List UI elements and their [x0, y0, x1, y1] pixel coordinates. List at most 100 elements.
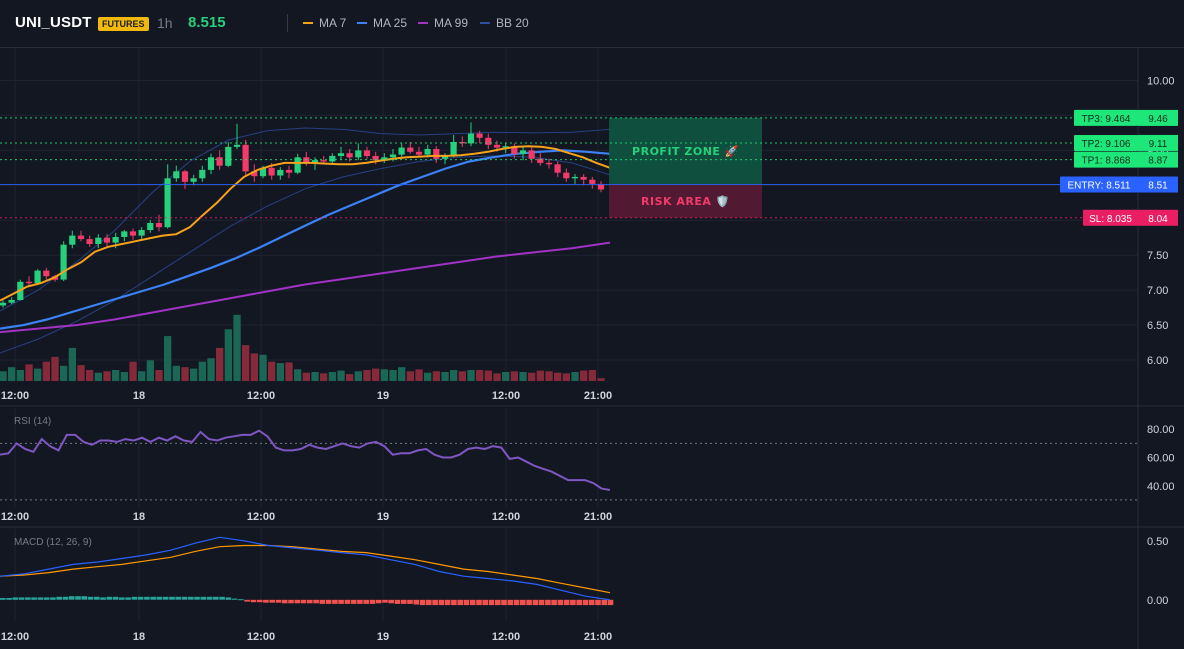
- volume-bar: [424, 372, 432, 381]
- level-tag-target: [1074, 109, 1138, 126]
- candle-body: [233, 144, 241, 147]
- macd-histogram-bar: [25, 597, 31, 600]
- macd-histogram-bar: [68, 596, 75, 600]
- trade-zones: PROFIT ZONE 🚀 RISK AREA 🛡️: [609, 117, 762, 218]
- volume-bar: [285, 362, 293, 381]
- macd-histogram-bar: [37, 597, 44, 600]
- interval-label[interactable]: 1h: [157, 15, 173, 31]
- macd-histogram-bar: [300, 599, 307, 604]
- candle-body: [199, 169, 206, 179]
- volume-bar: [562, 373, 570, 381]
- candle-body: [563, 172, 570, 179]
- volume-bar: [259, 354, 267, 381]
- volume-bar: [276, 363, 284, 381]
- macd-histogram-bar: [18, 597, 25, 600]
- volume-bar: [138, 371, 146, 381]
- volume-bar: [398, 367, 406, 381]
- macd-histogram-bar: [181, 596, 188, 600]
- macd-histogram-bar: [87, 596, 94, 600]
- candle-body: [112, 237, 119, 243]
- axis-level-tag-target: [1138, 134, 1178, 151]
- candle-body: [337, 153, 345, 156]
- candle-body: [207, 157, 215, 170]
- risk-area-label: RISK AREA 🛡️: [641, 195, 730, 208]
- ma25-swatch: [357, 22, 367, 24]
- legend-ma99[interactable]: MA 99: [418, 16, 468, 30]
- symbol-name[interactable]: UNI_USDT: [15, 14, 92, 31]
- volume-bar: [86, 370, 94, 381]
- legend-bb20[interactable]: BB 20: [480, 16, 529, 30]
- candle-body: [121, 231, 128, 237]
- time-tick-price-5: 21:00: [584, 390, 612, 402]
- level-tag-label-target: TP1: 8.868: [1082, 156, 1131, 167]
- axis-level-value-target: 9.11: [1149, 139, 1168, 150]
- axis-level-value-entry: 8.51: [1148, 181, 1168, 192]
- macd-histogram-bar: [588, 599, 595, 606]
- macd-histogram-bar: [457, 599, 463, 606]
- macd-histogram-bar: [100, 597, 106, 600]
- macd-histogram-bar: [607, 599, 614, 606]
- macd-histogram-bar: [81, 596, 87, 600]
- macd-histogram-bar: [476, 599, 482, 606]
- macd-histogram-bar: [313, 599, 319, 604]
- legend-ma25[interactable]: MA 25: [357, 16, 407, 30]
- macd-histogram-bar: [357, 599, 363, 604]
- level-tag-stop: [1083, 209, 1138, 226]
- legend-ma7[interactable]: MA 7: [303, 16, 346, 30]
- level-tag-entry: [1060, 176, 1138, 193]
- candle-body: [589, 179, 596, 184]
- axis-level-value-target: 8.87: [1148, 156, 1168, 167]
- macd-histogram-bar: [332, 599, 338, 604]
- axis-level-value-stop: 8.04: [1148, 214, 1168, 225]
- time-tick-rsi-3: 19: [377, 511, 389, 523]
- candle-body: [147, 223, 154, 230]
- candle-body: [476, 133, 483, 138]
- macd-histogram-bar: [275, 599, 282, 603]
- candle-body: [303, 157, 310, 163]
- candle-body: [173, 171, 180, 179]
- candle-body: [407, 147, 414, 152]
- macd-histogram-bar: [582, 599, 589, 606]
- macd-histogram-bar: [175, 596, 181, 600]
- price-tick-label: 6.50: [1147, 320, 1168, 332]
- candle-body: [216, 157, 223, 166]
- axis-level-value-target: 9.46: [1148, 114, 1168, 125]
- macd-histogram-bar: [75, 596, 81, 600]
- legend-ma99-label: MA 99: [434, 16, 469, 30]
- bb20-swatch: [480, 22, 490, 24]
- chart-canvas[interactable]: 12:00 18 12:00 19 12:00 21:00 12:00 18 12:00 19 12…: [0, 48, 1184, 649]
- volume-bar: [68, 347, 76, 381]
- time-tick-rsi-0: 12:00: [1, 511, 29, 523]
- macd-histogram-bar: [382, 599, 388, 603]
- volume-bar: [372, 368, 380, 381]
- candle-body: [554, 164, 561, 173]
- macd-histogram-bar: [576, 599, 582, 606]
- macd-histogram-bar: [31, 597, 37, 600]
- macd-histogram-bar: [444, 599, 451, 606]
- macd-histogram-bar: [526, 599, 532, 606]
- time-tick-price-0: 12:00: [1, 390, 29, 402]
- volume-bar: [155, 370, 163, 381]
- volume-bar: [207, 358, 215, 381]
- candle-body: [77, 235, 85, 240]
- macd-histogram-bar: [388, 599, 394, 604]
- candle-body: [129, 231, 137, 236]
- macd-histogram-bar: [338, 599, 344, 604]
- time-tick-rsi-1: 18: [133, 511, 145, 523]
- macd-tick-label: 0.00: [1147, 595, 1168, 607]
- macd-histogram-bar: [463, 599, 470, 606]
- bollinger-upper-line: [0, 127, 611, 312]
- macd-histogram-bar: [307, 599, 313, 604]
- candle-body: [8, 299, 15, 303]
- price-tick-label: 6.00: [1147, 355, 1168, 367]
- macd-histogram-bar: [219, 596, 225, 600]
- candle-body: [450, 142, 457, 156]
- macd-histogram-bar: [401, 599, 407, 604]
- macd-histogram-bar: [369, 599, 376, 604]
- macd-histogram-bar: [206, 596, 213, 600]
- candle-body: [415, 151, 423, 155]
- macd-histogram-bar: [281, 599, 288, 604]
- macd-histogram-bar: [507, 599, 514, 606]
- macd-histogram-bar: [200, 596, 207, 600]
- macd-histogram-bar: [538, 599, 545, 606]
